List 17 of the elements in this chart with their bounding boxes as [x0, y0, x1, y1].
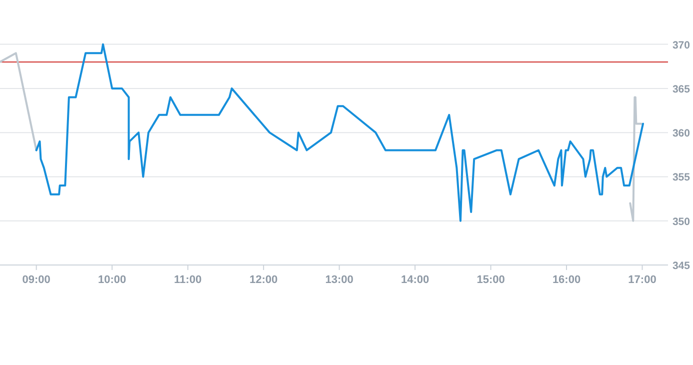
line-series — [35, 43, 644, 222]
x-tick-label: 10:00 — [98, 274, 126, 286]
y-tick-label: 350 — [672, 216, 690, 228]
x-tick-label: 14:00 — [400, 274, 430, 286]
y-tick-label: 360 — [672, 128, 690, 140]
y-tick-label: 345 — [672, 260, 690, 272]
x-tick-label: 09:00 — [22, 274, 50, 286]
x-tick-label: 12:00 — [249, 274, 278, 286]
x-tick-label: 16:00 — [552, 274, 581, 286]
y-tick-label: 365 — [672, 83, 690, 96]
x-tick-label: 17:00 — [628, 274, 656, 286]
x-tick-label: 11:00 — [174, 274, 202, 286]
x-tick-label: 13:00 — [325, 274, 354, 286]
y-tick-label: 370 — [672, 39, 690, 52]
line-series — [629, 96, 642, 222]
y-tick-label: 355 — [672, 172, 690, 184]
x-tick-label: 15:00 — [476, 274, 505, 286]
